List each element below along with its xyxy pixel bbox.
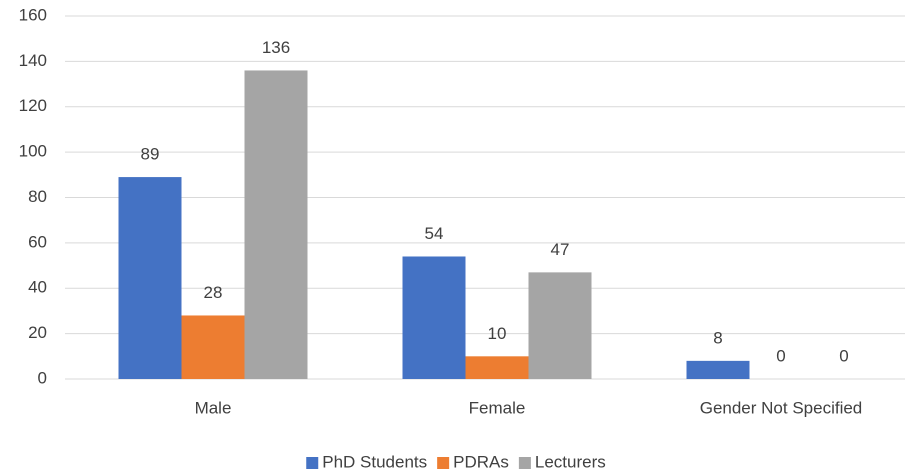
bar	[465, 356, 529, 379]
y-tick-label: 120	[19, 96, 47, 115]
legend-label: PhD Students	[322, 452, 427, 471]
bar	[244, 70, 308, 379]
data-label: 8	[713, 328, 722, 347]
data-label: 0	[776, 346, 785, 365]
y-tick-label: 0	[38, 368, 47, 387]
data-label: 54	[425, 224, 444, 243]
y-tick-label: 60	[28, 232, 47, 251]
x-tick-label: Gender Not Specified	[700, 398, 863, 417]
y-tick-label: 20	[28, 323, 47, 342]
legend-label: Lecturers	[535, 452, 606, 471]
bar	[686, 360, 750, 379]
y-tick-label: 80	[28, 187, 47, 206]
y-tick-label: 140	[19, 51, 47, 70]
bar	[402, 256, 466, 379]
data-label: 89	[141, 145, 160, 164]
data-label: 136	[262, 38, 290, 57]
y-tick-label: 100	[19, 142, 47, 161]
y-tick-label: 40	[28, 278, 47, 297]
data-label: 47	[551, 240, 570, 259]
data-label: 10	[488, 324, 507, 343]
bar	[528, 272, 592, 379]
data-label: 28	[204, 283, 223, 302]
legend-swatch	[437, 457, 450, 469]
legend-swatch	[518, 457, 531, 469]
y-tick-label: 160	[19, 5, 47, 24]
bar	[118, 177, 182, 379]
x-tick-label: Female	[469, 398, 526, 417]
data-label: 0	[839, 346, 848, 365]
x-tick-label: Male	[195, 398, 232, 417]
legend-swatch	[306, 457, 319, 469]
bar	[181, 315, 245, 379]
legend-label: PDRAs	[453, 452, 509, 471]
